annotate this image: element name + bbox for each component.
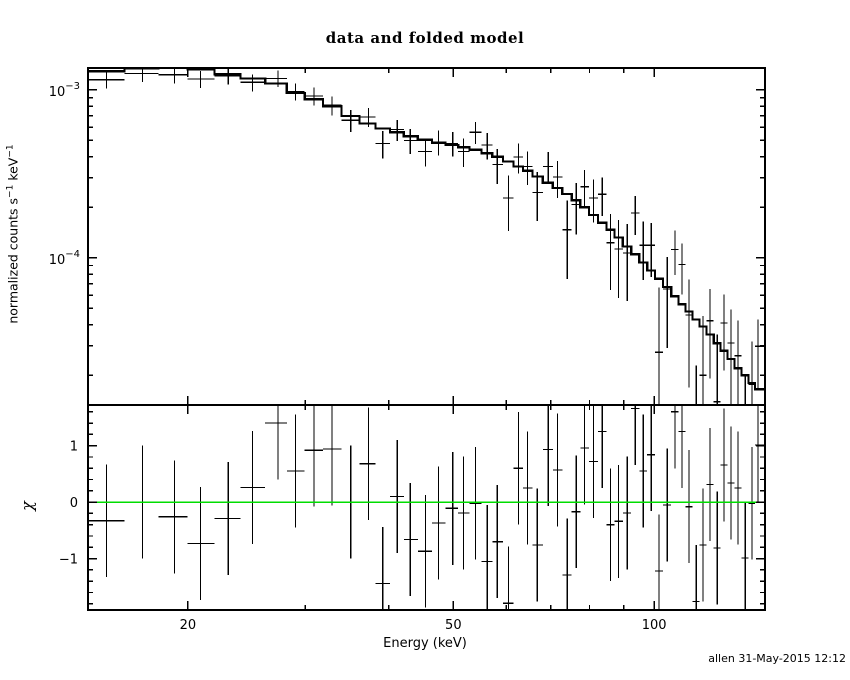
ylabel-superscript: −1	[5, 184, 16, 198]
ylabel-superscript: −1	[5, 144, 16, 158]
x-tick-label: 100	[642, 618, 667, 633]
chi-tick-label: 0	[70, 496, 78, 511]
y-tick-label: 10−3	[49, 81, 80, 100]
chi-tick-label: −1	[59, 553, 78, 568]
y-axis-label-normalized-counts: normalized counts s−1 keV−1	[6, 144, 21, 323]
timestamp-label: allen 31-May-2015 12:12	[708, 652, 846, 665]
tick-labels-layer: 20 50 100 10−3 10−4 1 0 −1	[49, 81, 667, 633]
x-tick-label: 50	[445, 618, 462, 633]
x-axis-label-energy: Energy (keV)	[383, 636, 467, 651]
chi-tick-label: 1	[70, 440, 78, 455]
chart-title: data and folded model	[325, 29, 525, 47]
ylabel-text: keV	[5, 157, 21, 185]
chi-data-layer	[88, 405, 765, 610]
x-tick-label: 20	[180, 618, 197, 633]
spectrum-panel-frame	[87, 67, 766, 406]
spectrum-data-layer	[88, 68, 765, 405]
y-axis-label-chi: χ	[17, 501, 37, 511]
chi-panel-frame	[87, 404, 766, 611]
axes-layer	[87, 67, 766, 611]
ylabel-text: normalized counts s	[5, 197, 21, 324]
y-tick-label: 10−4	[49, 249, 80, 268]
model-histogram	[88, 68, 765, 391]
